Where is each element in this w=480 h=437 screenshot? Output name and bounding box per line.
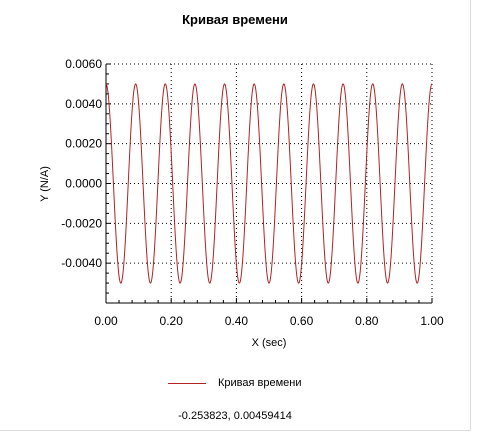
x-tick-label: 1.00 — [420, 314, 444, 328]
y-axis-label: Y (N/A) — [39, 166, 51, 202]
tick-labels: 0.00 0.20 0.40 0.60 0.80 1.00 0.0060 0.0040 0.00… — [61, 57, 444, 328]
y-tick-label: 0.0020 — [65, 137, 102, 151]
x-tick-label: 0.40 — [225, 314, 249, 328]
plot-area: 0.00 0.20 0.40 0.60 0.80 1.00 0.0060 0.0040 0.00… — [39, 57, 444, 349]
y-tick-label: -0.0020 — [61, 216, 102, 230]
grid-lines — [105, 63, 433, 303]
chart-title: Кривая времени — [182, 12, 288, 27]
legend: Кривая времени — [168, 377, 302, 389]
x-tick-label: 0.20 — [160, 314, 184, 328]
series-layer — [105, 83, 433, 284]
x-tick-label: 0.00 — [94, 314, 118, 328]
x-axis-label: X (sec) — [252, 337, 287, 349]
y-tick-label: 0.0060 — [65, 57, 102, 71]
legend-label: Кривая времени — [218, 377, 302, 389]
legend-swatch — [168, 382, 206, 384]
y-tick-label: 0.0000 — [65, 177, 102, 191]
x-tick-label: 0.80 — [355, 314, 379, 328]
series-line-0 — [105, 83, 433, 284]
y-tick-label: 0.0040 — [65, 97, 102, 111]
x-tick-label: 0.60 — [290, 314, 314, 328]
axes — [105, 63, 433, 304]
y-tick-label: -0.0040 — [61, 256, 102, 270]
cursor-coordinate-readout: -0.253823, 0.00459414 — [178, 410, 292, 422]
chart-window: Кривая времени 0.00 0.20 0.40 0.60 0.80 1.00 0… — [0, 0, 471, 431]
